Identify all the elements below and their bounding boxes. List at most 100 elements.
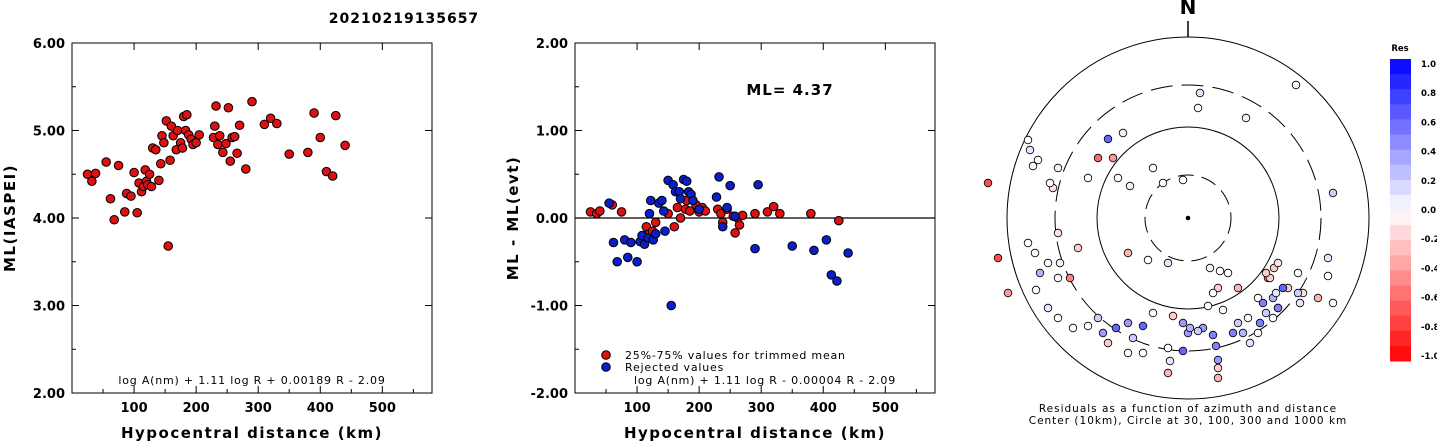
data-point <box>146 181 157 192</box>
data-point <box>165 155 175 166</box>
rejected-point <box>694 204 704 215</box>
residual-point <box>1243 313 1253 323</box>
residual-point <box>1030 248 1040 258</box>
trimmed-mean-point <box>734 220 745 230</box>
ring-300km <box>1054 84 1322 352</box>
residual-point <box>1253 328 1263 338</box>
panel-polar-residuals: N Residuals as a function of azimuth and … <box>983 0 1370 427</box>
legend-label-trimmed: 25%-75% values for trimmed mean <box>625 349 846 362</box>
residual-point <box>1328 188 1338 198</box>
data-point <box>218 147 228 158</box>
residual-point <box>1043 258 1053 268</box>
residual-colorbar: Res 1.0 0.8 0.6 0.4 0.2 0.0 -0.2 -0.4 -0.6 -0.8 -1.… <box>1390 44 1437 362</box>
x-tick-label: 300 <box>245 401 272 416</box>
residual-point <box>1148 308 1158 318</box>
residual-point <box>1123 348 1133 358</box>
residual-point <box>1313 293 1323 303</box>
rejected-point <box>626 237 636 248</box>
colorbar-tick-label: -0.4 <box>1421 264 1437 274</box>
residual-point <box>1163 258 1173 268</box>
rejected-point <box>725 180 735 191</box>
data-point <box>150 144 161 155</box>
residual-point <box>1261 268 1271 278</box>
colorbar-segment <box>1390 164 1411 181</box>
residual-point <box>1213 363 1223 373</box>
colorbar-segment <box>1390 119 1411 135</box>
data-point <box>163 241 174 251</box>
colorbar-segment <box>1390 104 1411 120</box>
rejected-point <box>622 252 633 263</box>
y-tick-label: 5.00 <box>33 125 65 140</box>
data-point <box>247 96 257 107</box>
residual-point <box>1168 311 1178 321</box>
trimmed-mean-point <box>672 202 683 213</box>
residual-point <box>1323 271 1333 281</box>
data-point <box>303 147 313 158</box>
residual-point <box>1053 163 1063 173</box>
residual-point <box>1245 338 1255 348</box>
data-point <box>129 167 139 178</box>
residual-point <box>1255 318 1265 328</box>
trimmed-mean-point <box>730 228 740 238</box>
residual-point <box>1291 80 1301 90</box>
residual-point <box>1053 273 1063 283</box>
data-point <box>209 121 220 131</box>
x-tick-label: 100 <box>623 401 650 416</box>
residual-point <box>1093 313 1103 323</box>
residual-point <box>1233 283 1243 293</box>
data-point <box>234 120 245 131</box>
residual-point <box>1261 308 1271 318</box>
rejected-point <box>688 195 698 206</box>
residual-point <box>1241 113 1251 123</box>
y-tick-label: 1.00 <box>536 125 568 140</box>
residual-point <box>1093 153 1103 163</box>
trimmed-mean-point <box>650 217 661 228</box>
residual-point <box>1083 321 1093 331</box>
rejected-point <box>660 226 670 236</box>
rejected-point <box>681 176 692 187</box>
residual-point <box>1228 328 1238 338</box>
data-point <box>105 193 116 204</box>
residual-point <box>1238 328 1248 338</box>
panel-ml-residual: 100 200 300 400 500 -2.00 -1.00 0.00 1.00 2.00 Hyp… <box>504 37 936 441</box>
residual-point <box>1163 343 1173 353</box>
data-point <box>113 160 124 171</box>
rejected-point <box>666 300 677 311</box>
residual-point <box>1158 178 1168 188</box>
trimmed-mean-point <box>685 206 695 216</box>
data-point <box>211 101 221 111</box>
rejected-point <box>753 179 763 190</box>
y-tick-label: 2.00 <box>33 387 65 402</box>
rejected-point <box>675 193 686 204</box>
residual-point <box>1328 298 1338 308</box>
trimmed-mean-point <box>768 201 779 212</box>
residual-point <box>1213 283 1223 293</box>
data-point <box>225 156 236 166</box>
colorbar-segment <box>1390 134 1411 151</box>
residual-point <box>1031 285 1041 295</box>
data-point <box>284 149 295 159</box>
figure-title: 20210219135657 <box>329 11 479 27</box>
data-point <box>119 207 130 217</box>
residual-point <box>1123 318 1133 328</box>
colorbar-tick-label: 0.2 <box>1421 177 1436 187</box>
rejected-point <box>717 221 728 232</box>
residual-point <box>1278 283 1288 293</box>
residual-point <box>1163 368 1173 378</box>
data-point <box>132 207 142 218</box>
residual-point <box>1233 318 1243 328</box>
rejected-point <box>658 206 669 216</box>
y-tick-label: 4.00 <box>33 212 65 227</box>
rejected-point <box>722 202 732 213</box>
data-point <box>340 140 350 151</box>
colorbar-tick-label: -0.8 <box>1421 323 1437 333</box>
x-tick-label: 500 <box>872 401 899 416</box>
data-point <box>126 191 136 201</box>
legend-marker-rejected <box>601 362 611 372</box>
residual-point <box>1293 288 1303 298</box>
residual-point <box>1111 323 1121 333</box>
residual-point <box>1323 253 1333 263</box>
trimmed-mean-point <box>833 215 844 226</box>
colorbar-segment <box>1390 315 1411 332</box>
data-point <box>159 137 169 148</box>
